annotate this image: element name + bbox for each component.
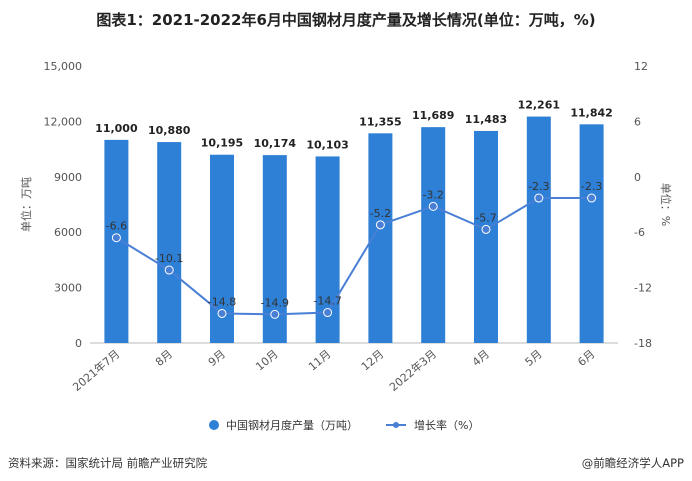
growth-value-label: -10.1 <box>155 252 183 265</box>
chart-title: 图表1：2021-2022年6月中国钢材月度产量及增长情况(单位：万吨，%) <box>96 11 596 29</box>
growth-value-label: -3.2 <box>422 188 443 201</box>
growth-value-label: -5.7 <box>475 211 496 224</box>
x-tick-label: 12月 <box>359 347 387 373</box>
bar-value-label: 10,880 <box>148 124 191 137</box>
bar <box>474 130 498 343</box>
x-tick-label: 2021年7月 <box>70 347 123 394</box>
growth-value-label: -14.7 <box>313 295 341 308</box>
growth-data-labels: -6.6 -10.1 -14.8 -14.9 -14.7 -5.2 -3.2 -5.7 -2.3… <box>106 180 603 309</box>
right-tick-label: -12 <box>634 282 652 295</box>
bar-value-label: 10,195 <box>201 137 243 150</box>
right-axis-ticks: -18 -12 -6 0 6 12 <box>634 60 652 350</box>
growth-marker <box>164 265 174 275</box>
left-tick-label: 3000 <box>54 282 82 295</box>
x-tick-label: 2022年3月 <box>386 347 439 394</box>
growth-marker <box>323 308 333 318</box>
growth-line <box>115 197 592 316</box>
right-tick-label: 0 <box>634 171 641 184</box>
bar-value-label: 10,174 <box>254 137 297 150</box>
bar <box>157 142 182 343</box>
bar <box>421 127 446 344</box>
growth-marker <box>111 233 121 243</box>
growth-marker <box>270 309 280 319</box>
x-tick-label: 8月 <box>153 347 175 369</box>
bar-value-label: 11,842 <box>570 106 612 119</box>
left-axis-title: 单位：万吨 <box>19 177 33 232</box>
bar-value-label: 11,355 <box>359 115 401 128</box>
x-tick-label: 4月 <box>470 347 492 369</box>
growth-marker <box>217 308 227 318</box>
left-tick-label: 12,000 <box>44 115 83 128</box>
x-tick-label: 9月 <box>206 347 228 369</box>
legend: 中国钢材月度产量（万吨） 增长率（%） <box>209 418 479 432</box>
x-tick-label: 10月 <box>253 347 281 373</box>
growth-value-label: -2.3 <box>581 180 602 193</box>
growth-markers <box>111 193 597 319</box>
bar-value-label: 11,483 <box>465 113 507 126</box>
x-tick-label: 6月 <box>575 347 597 369</box>
bar-value-label: 12,261 <box>518 99 560 112</box>
growth-value-label: -6.6 <box>106 220 127 233</box>
growth-value-label: -5.2 <box>370 207 391 220</box>
left-tick-label: 15,000 <box>44 60 83 73</box>
growth-value-label: -2.3 <box>528 180 549 193</box>
left-tick-label: 6000 <box>54 226 82 239</box>
right-axis-title: 单位：% <box>659 183 673 226</box>
x-tick-label: 11月 <box>306 347 334 373</box>
right-tick-label: -18 <box>634 337 652 350</box>
x-tick-label: 5月 <box>523 347 545 369</box>
right-tick-label: 12 <box>634 60 648 73</box>
bar-value-label: 11,689 <box>412 109 454 122</box>
growth-marker <box>428 201 438 211</box>
source-note: 资料来源：国家统计局 前瞻产业研究院 <box>8 456 208 470</box>
left-tick-label: 9000 <box>54 171 82 184</box>
legend-bar-label: 中国钢材月度产量（万吨） <box>226 418 358 432</box>
x-axis-tick-labels: 2021年7月 8月 9月 10月 11月 12月 2022年3月 4月 5月 6月 <box>70 347 598 394</box>
bar-series <box>104 116 604 344</box>
bar <box>526 116 551 343</box>
credit-note: @前瞻经济学人APP <box>581 456 684 470</box>
bar <box>579 124 604 343</box>
growth-marker <box>481 224 491 234</box>
growth-marker <box>375 220 385 230</box>
bar-data-labels: 11,000 10,880 10,195 10,174 10,103 11,355 11,6… <box>95 99 613 152</box>
growth-value-label: -14.9 <box>261 296 289 309</box>
left-axis-ticks: 0 3000 6000 9000 12,000 15,000 <box>44 60 83 350</box>
right-tick-label: -6 <box>634 226 645 239</box>
growth-marker <box>587 193 597 203</box>
bar-value-label: 11,000 <box>95 122 138 135</box>
legend-line-label: 增长率（%） <box>414 418 479 432</box>
growth-value-label: -14.8 <box>208 295 236 308</box>
legend-bar-swatch <box>209 420 219 430</box>
bar-value-label: 10,103 <box>306 138 348 151</box>
right-tick-label: 6 <box>634 115 641 128</box>
legend-line-marker <box>393 422 399 428</box>
growth-marker <box>534 193 544 203</box>
left-tick-label: 0 <box>75 337 82 350</box>
